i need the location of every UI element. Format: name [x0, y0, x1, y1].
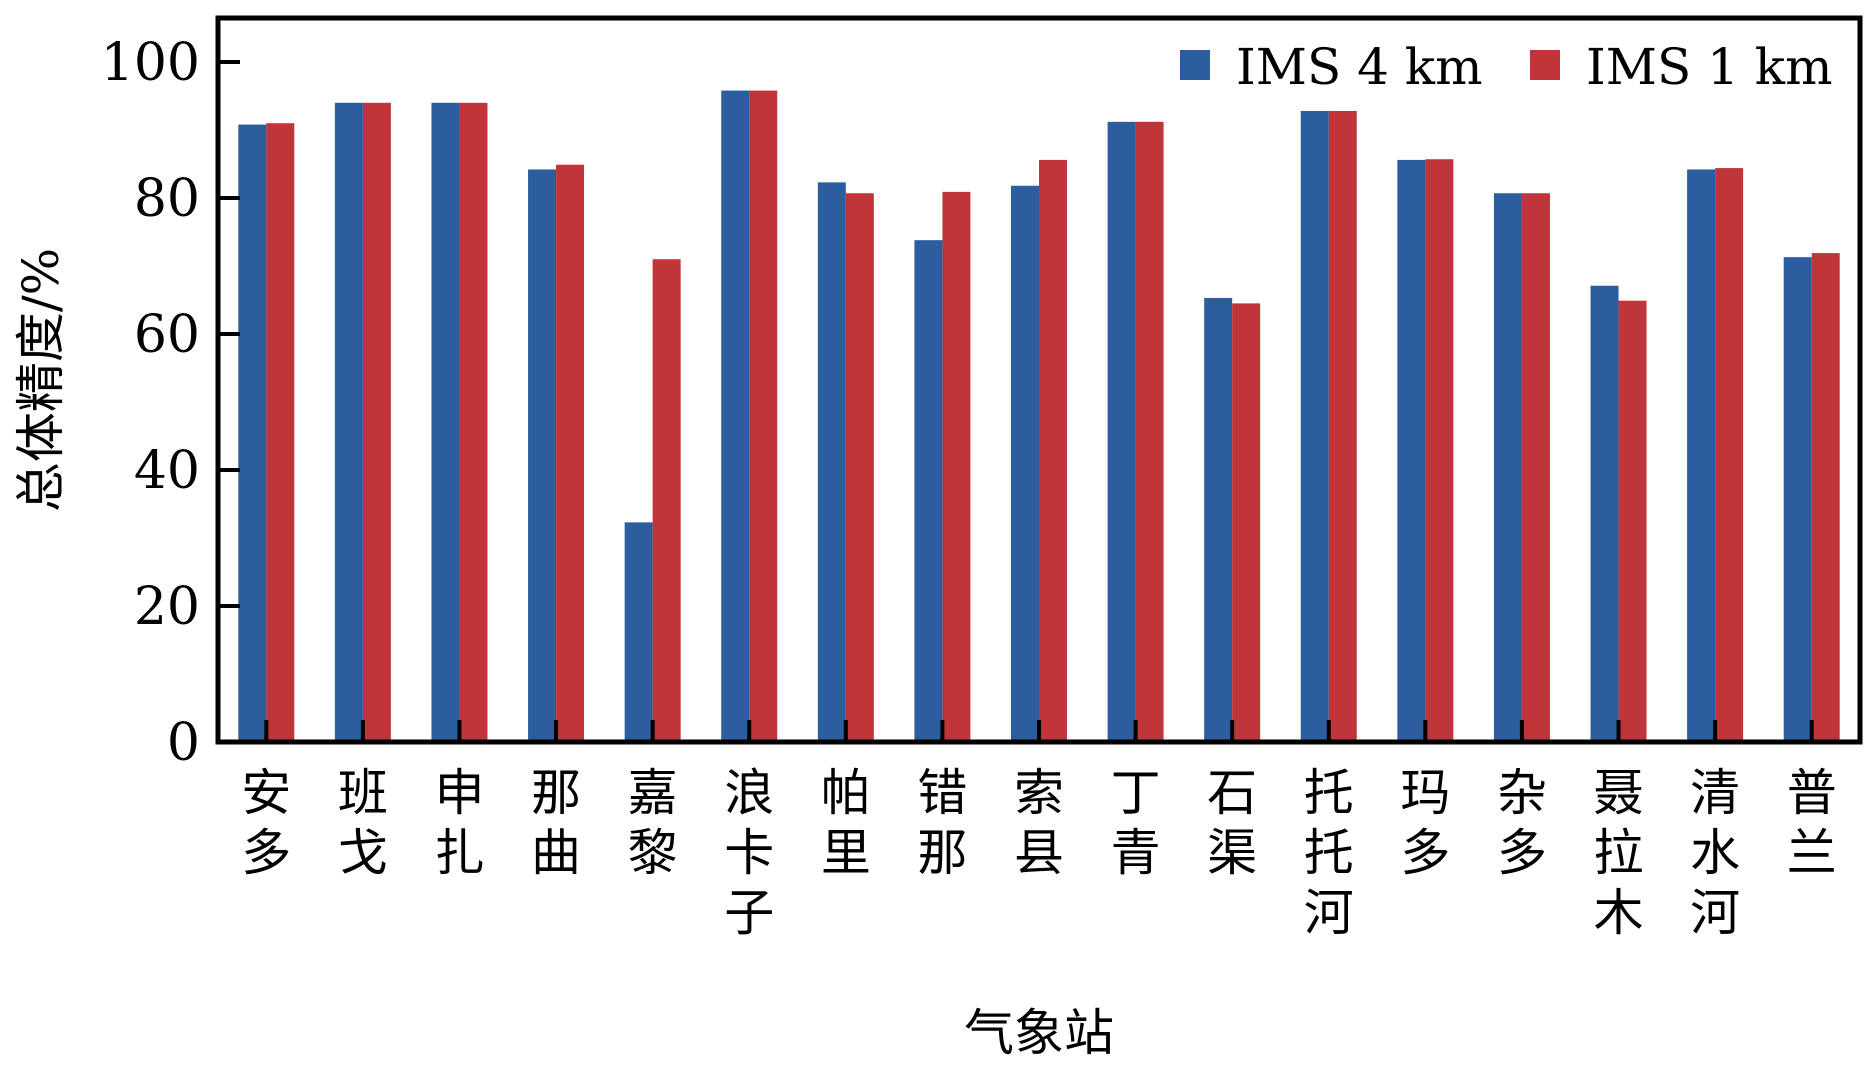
- bar-ims1km-4: [652, 259, 681, 742]
- x-tick-label: 索县: [1014, 764, 1064, 882]
- x-tick-label: 普兰: [1787, 764, 1837, 882]
- legend-swatch-ims4km: [1180, 50, 1210, 80]
- bar-ims1km-8: [1039, 159, 1067, 743]
- x-tick-label: 浪卡子: [724, 764, 774, 942]
- bar-ims4km-9: [1107, 121, 1136, 743]
- bar-ims1km-9: [1135, 121, 1164, 743]
- x-tick-label: 那曲: [531, 764, 581, 882]
- bar-ims4km-16: [1783, 257, 1812, 742]
- y-tick-label: 80: [134, 169, 200, 229]
- x-tick-label: 嘉黎: [628, 764, 678, 882]
- y-axis-title: 总体精度/%: [12, 248, 70, 512]
- x-tick-label: 杂多: [1497, 764, 1547, 882]
- y-tick-label: 60: [134, 305, 200, 365]
- y-tick-label: 40: [134, 441, 200, 501]
- bar-ims1km-10: [1232, 303, 1261, 742]
- bar-ims4km-1: [334, 102, 363, 743]
- bar-ims1km-3: [556, 164, 585, 742]
- bar-ims4km-11: [1300, 110, 1329, 742]
- bar-ims4km-13: [1493, 193, 1522, 743]
- bar-ims4km-15: [1687, 169, 1716, 742]
- x-tick-label: 托托河: [1304, 764, 1354, 942]
- bar-ims4km-5: [721, 90, 750, 742]
- bar-ims1km-0: [266, 123, 295, 742]
- y-tick-label: 20: [134, 577, 200, 637]
- bar-ims1km-12: [1425, 159, 1454, 743]
- bar-ims4km-3: [528, 169, 557, 742]
- bar-ims4km-8: [1011, 185, 1039, 742]
- bar-ims4km-14: [1590, 285, 1619, 742]
- x-tick-label: 清水河: [1690, 764, 1740, 942]
- bar-ims4km-4: [624, 522, 653, 742]
- bar-ims1km-1: [362, 102, 391, 743]
- x-tick-label: 申扎: [434, 764, 484, 882]
- x-tick-label: 玛多: [1400, 764, 1450, 882]
- bar-ims1km-16: [1811, 253, 1840, 742]
- bar-ims1km-5: [749, 90, 778, 742]
- bar-ims1km-15: [1715, 168, 1744, 742]
- x-tick-label: 错那: [917, 764, 967, 882]
- x-axis-title: 气象站: [964, 1004, 1114, 1062]
- bar-ims4km-0: [238, 124, 267, 742]
- bars-group: [238, 90, 1840, 743]
- x-tick-label: 丁青: [1111, 764, 1161, 882]
- legend-label-ims1km: IMS 1 km: [1586, 38, 1833, 96]
- y-axis: 0 20 40 60 80 100: [101, 33, 240, 773]
- bar-ims1km-2: [459, 102, 488, 743]
- legend-swatch-ims1km: [1530, 50, 1560, 80]
- bar-ims4km-6: [817, 182, 846, 743]
- category-ticks: [264, 720, 1814, 742]
- bar-ims1km-6: [845, 193, 874, 743]
- bar-ims4km-10: [1204, 297, 1233, 742]
- bar-ims1km-13: [1521, 193, 1550, 743]
- bar-ims1km-7: [942, 191, 971, 742]
- bar-ims4km-12: [1397, 159, 1426, 743]
- x-tick-label: 石渠: [1207, 764, 1257, 882]
- y-tick-label: 0: [167, 713, 200, 773]
- bar-ims4km-2: [431, 102, 460, 743]
- x-tick-label: 安多: [241, 764, 291, 882]
- legend: IMS 4 km IMS 1 km: [1180, 38, 1833, 96]
- y-tick-label: 100: [101, 33, 200, 93]
- bar-ims4km-7: [914, 240, 943, 742]
- bar-ims1km-11: [1328, 110, 1357, 742]
- bar-ims1km-14: [1618, 300, 1647, 742]
- x-tick-label: 帕里: [821, 764, 871, 882]
- x-tick-label: 班戈: [338, 764, 388, 882]
- legend-label-ims4km: IMS 4 km: [1236, 38, 1483, 96]
- x-tick-label: 聂拉木: [1594, 764, 1644, 942]
- plot-frame: [215, 15, 1863, 745]
